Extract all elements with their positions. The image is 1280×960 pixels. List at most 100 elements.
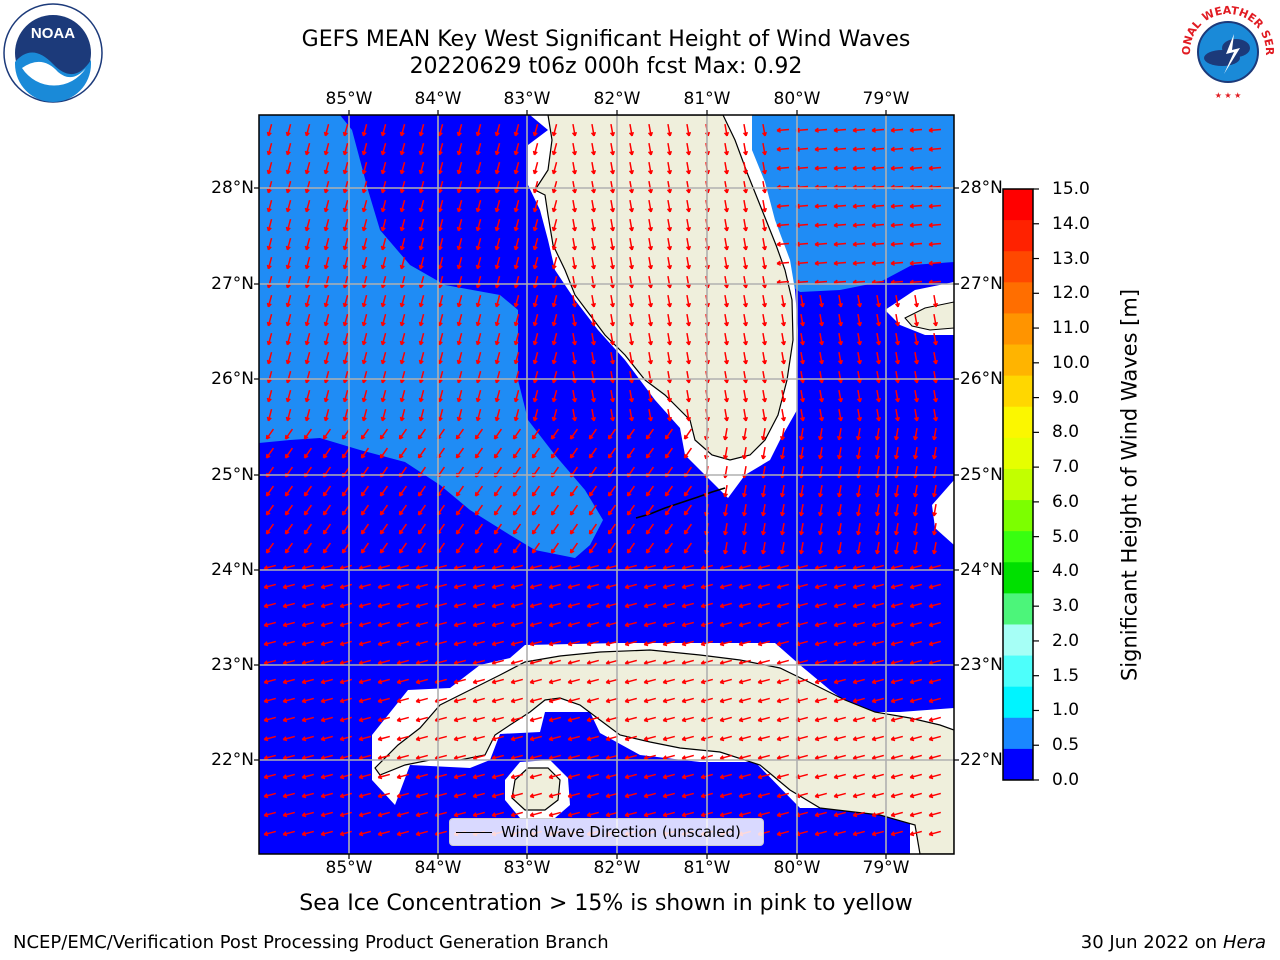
colorbar-segment <box>1003 375 1033 408</box>
wind-wave-arrow-icon <box>529 792 542 799</box>
wind-wave-arrow-icon <box>529 640 542 647</box>
wind-wave-arrow-icon <box>512 447 522 459</box>
wind-wave-arrow-icon <box>567 640 580 647</box>
wind-wave-arrow-icon <box>548 792 561 799</box>
wind-wave-arrow-icon <box>266 390 273 403</box>
wind-wave-arrow-icon <box>417 504 427 516</box>
wind-wave-arrow-icon <box>624 716 637 723</box>
wind-wave-arrow-icon <box>456 409 463 422</box>
wind-wave-arrow-icon <box>833 583 846 590</box>
wind-wave-arrow-icon <box>662 811 675 818</box>
wind-wave-arrow-icon <box>455 428 465 440</box>
lat-label-right: 27°N <box>960 274 1003 294</box>
wind-wave-arrow-icon <box>455 504 465 516</box>
wind-wave-arrow-icon <box>590 218 597 232</box>
wind-wave-arrow-icon <box>776 716 789 723</box>
wind-wave-arrow-icon <box>361 390 368 403</box>
wind-wave-arrow-icon <box>282 678 295 685</box>
wind-wave-arrow-icon <box>685 199 692 213</box>
wind-wave-arrow-icon <box>418 257 425 270</box>
wind-wave-arrow-icon <box>605 583 618 590</box>
wind-wave-arrow-icon <box>282 830 295 837</box>
wind-wave-arrow-icon <box>399 143 406 156</box>
wind-wave-arrow-icon <box>377 583 390 590</box>
wind-wave-arrow-icon <box>301 735 314 742</box>
wind-wave-arrow-icon <box>361 352 368 365</box>
wind-wave-arrow-icon <box>586 811 599 818</box>
wind-wave-arrow-icon <box>723 199 730 213</box>
wind-wave-arrow-icon <box>339 811 352 818</box>
wind-wave-arrow-icon <box>551 143 558 156</box>
wind-wave-arrow-icon <box>607 504 617 516</box>
map-frame <box>258 114 955 855</box>
wind-wave-arrow-icon <box>358 830 371 837</box>
wind-wave-arrow-icon <box>871 241 885 247</box>
wind-wave-arrow-icon <box>491 735 504 742</box>
wind-wave-arrow-icon <box>361 314 368 327</box>
wind-wave-arrow-icon <box>399 333 406 346</box>
wind-wave-arrow-icon <box>890 735 903 742</box>
wind-wave-arrow-icon <box>358 792 371 799</box>
wind-wave-arrow-icon <box>266 219 273 232</box>
wind-wave-arrow-icon <box>761 199 768 213</box>
wind-wave-arrow-icon <box>780 313 787 327</box>
wind-wave-arrow-icon <box>380 181 387 194</box>
wind-wave-arrow-icon <box>607 447 617 459</box>
wind-wave-arrow-icon <box>532 181 539 194</box>
wind-wave-arrow-icon <box>776 621 789 628</box>
wind-wave-arrow-icon <box>609 313 616 327</box>
wind-wave-arrow-icon <box>282 640 295 647</box>
wind-wave-arrow-icon <box>742 142 749 156</box>
wind-wave-arrow-icon <box>301 678 314 685</box>
wind-wave-arrow-icon <box>475 390 482 403</box>
wind-wave-arrow-icon <box>871 678 884 685</box>
wind-wave-arrow-icon <box>855 484 862 498</box>
wind-wave-arrow-icon <box>871 583 884 590</box>
wind-wave-arrow-icon <box>342 333 349 346</box>
wind-wave-arrow-icon <box>529 697 542 704</box>
wind-wave-arrow-icon <box>664 485 674 497</box>
wind-wave-arrow-icon <box>323 257 330 270</box>
wind-wave-arrow-icon <box>666 142 673 156</box>
wind-wave-arrow-icon <box>909 811 922 818</box>
wind-wave-arrow-icon <box>742 123 749 137</box>
wind-wave-arrow-icon <box>304 314 311 327</box>
wind-wave-arrow-icon <box>683 542 693 554</box>
wind-wave-arrow-icon <box>571 218 578 232</box>
wind-wave-arrow-icon <box>662 602 675 609</box>
wind-wave-arrow-icon <box>532 352 539 365</box>
wind-wave-arrow-icon <box>871 260 885 266</box>
wind-wave-arrow-icon <box>624 678 637 685</box>
wind-wave-arrow-icon <box>588 428 598 440</box>
wind-wave-arrow-icon <box>741 446 748 460</box>
lat-label-left: 22°N <box>211 750 254 770</box>
map-ticks <box>254 110 959 859</box>
wind-wave-arrow-icon <box>493 428 503 440</box>
wind-wave-arrow-icon <box>757 583 770 590</box>
wind-wave-arrow-icon <box>586 735 599 742</box>
wind-wave-arrow-icon <box>647 142 654 156</box>
wind-wave-arrow-icon <box>456 181 463 194</box>
wind-wave-arrow-icon <box>723 294 730 308</box>
wind-wave-arrow-icon <box>681 621 694 628</box>
wind-wave-arrow-icon <box>757 735 770 742</box>
wind-wave-arrow-icon <box>493 447 503 459</box>
lon-label-bottom: 83°W <box>503 858 551 878</box>
wind-wave-arrow-icon <box>417 447 427 459</box>
wind-wave-arrow-icon <box>871 830 884 837</box>
wind-wave-arrow-icon <box>624 697 637 704</box>
colorbar-segment <box>1003 562 1033 594</box>
wind-wave-arrow-icon <box>263 773 276 780</box>
wind-wave-arrow-icon <box>890 678 903 685</box>
wind-wave-arrow-icon <box>605 773 618 780</box>
wind-wave-arrow-icon <box>513 219 520 232</box>
wind-wave-arrow-icon <box>780 389 787 403</box>
wind-wave-arrow-icon <box>282 621 295 628</box>
wind-wave-arrow-icon <box>628 351 635 365</box>
wind-wave-arrow-icon <box>852 602 865 609</box>
wind-wave-arrow-icon <box>932 389 939 403</box>
wind-wave-arrow-icon <box>875 351 882 365</box>
wind-wave-arrow-icon <box>320 830 333 837</box>
wind-wave-arrow-icon <box>531 428 541 440</box>
wind-wave-arrow-icon <box>323 352 330 365</box>
